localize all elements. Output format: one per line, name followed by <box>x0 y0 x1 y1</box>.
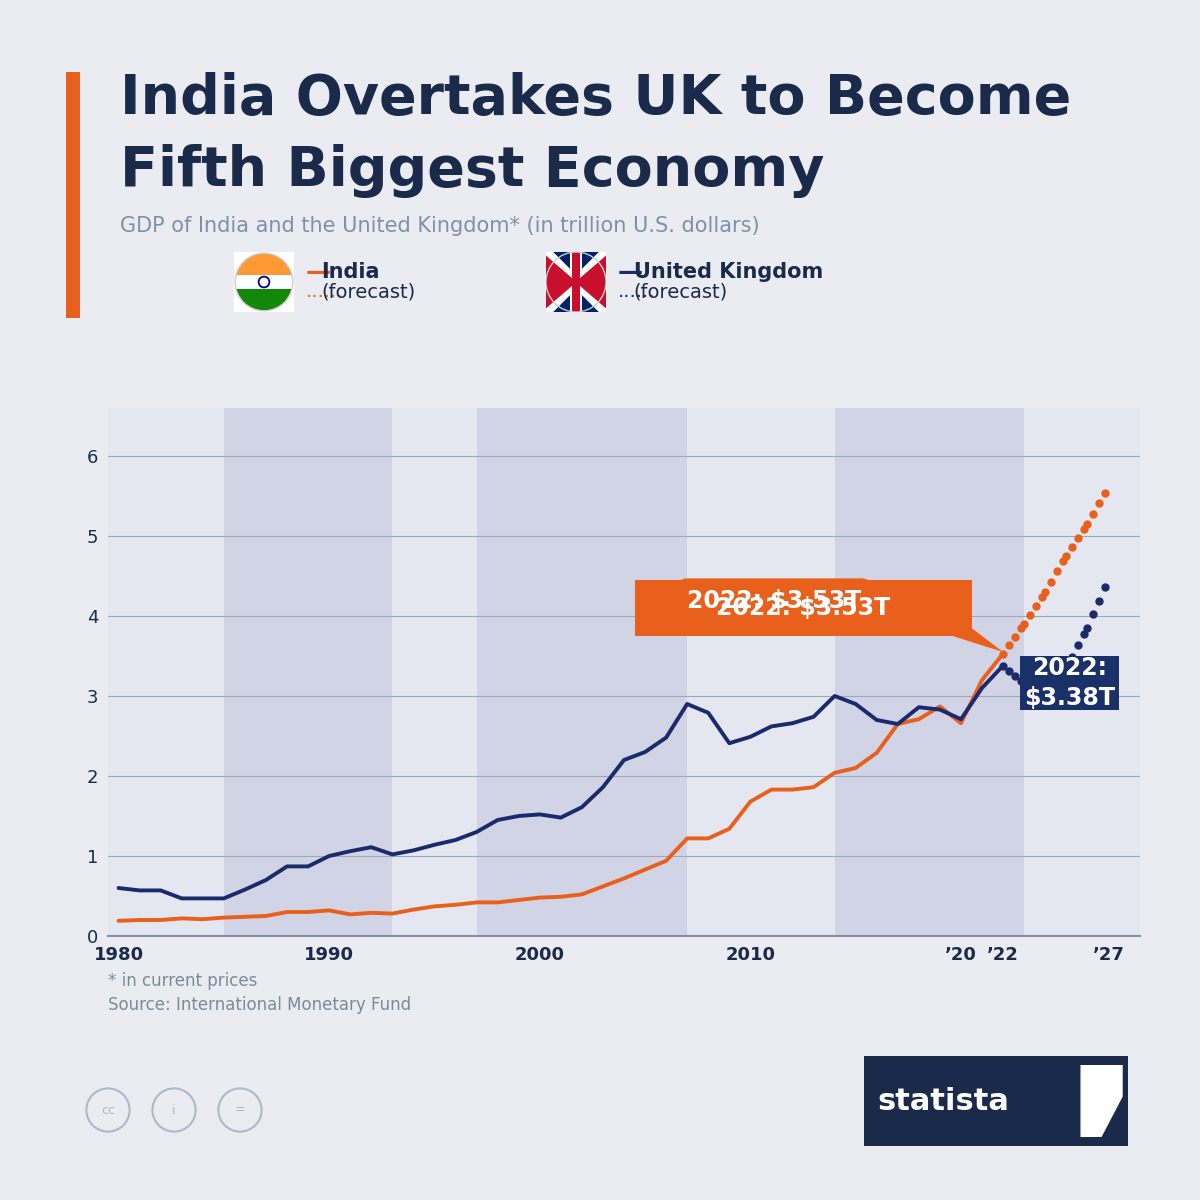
Bar <box>570 252 582 312</box>
Polygon shape <box>546 256 572 278</box>
Wedge shape <box>235 282 293 311</box>
Polygon shape <box>546 286 572 308</box>
FancyBboxPatch shape <box>1020 656 1118 710</box>
Text: i: i <box>173 1104 175 1116</box>
Polygon shape <box>940 628 1003 652</box>
Bar <box>224 408 392 936</box>
Bar <box>835 408 1024 936</box>
Text: India Overtakes UK to Become: India Overtakes UK to Become <box>120 72 1072 126</box>
Wedge shape <box>235 253 293 282</box>
Polygon shape <box>1080 1066 1123 1138</box>
Bar <box>235 275 293 289</box>
Text: —: — <box>306 260 331 284</box>
Bar <box>546 276 606 288</box>
Text: Fifth Biggest Economy: Fifth Biggest Economy <box>120 144 824 198</box>
Bar <box>572 252 580 312</box>
Circle shape <box>259 277 269 287</box>
Text: —: — <box>618 260 643 284</box>
Text: United Kingdom: United Kingdom <box>634 263 823 282</box>
Text: (forecast): (forecast) <box>634 282 728 301</box>
Text: statista: statista <box>877 1086 1009 1116</box>
Text: 2022:
$3.38T: 2022: $3.38T <box>1024 656 1115 710</box>
FancyBboxPatch shape <box>635 580 972 636</box>
Text: 2022: $3.53T: 2022: $3.53T <box>688 589 1001 653</box>
Bar <box>546 278 606 286</box>
Text: ......: ...... <box>618 282 655 301</box>
Polygon shape <box>580 286 606 308</box>
Text: India: India <box>322 263 380 282</box>
Circle shape <box>258 276 270 288</box>
Text: =: = <box>235 1104 245 1116</box>
Bar <box>476 408 688 936</box>
Polygon shape <box>546 252 606 312</box>
Text: 2022: $3.53T: 2022: $3.53T <box>716 596 890 620</box>
Text: Source: International Monetary Fund: Source: International Monetary Fund <box>108 996 412 1014</box>
Polygon shape <box>546 252 606 312</box>
Text: (forecast): (forecast) <box>322 282 416 301</box>
Text: * in current prices: * in current prices <box>108 972 257 990</box>
Text: GDP of India and the United Kingdom* (in trillion U.S. dollars): GDP of India and the United Kingdom* (in… <box>120 216 760 236</box>
Text: cc: cc <box>101 1104 115 1116</box>
Text: ......: ...... <box>306 282 343 301</box>
Polygon shape <box>580 256 606 278</box>
